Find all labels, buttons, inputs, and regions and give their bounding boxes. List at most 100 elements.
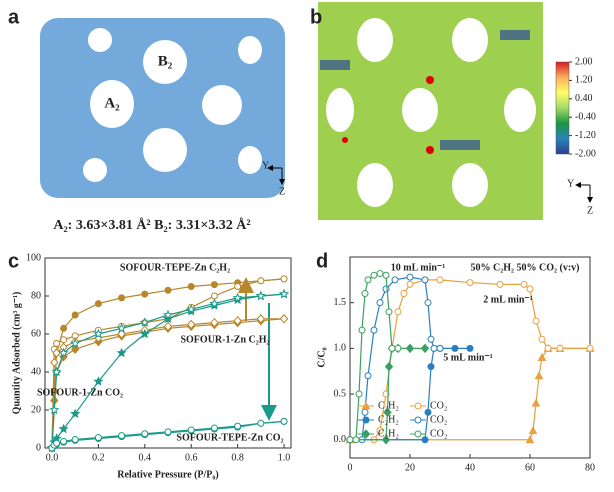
y-tick-label: 1.0 xyxy=(334,343,347,354)
data-point xyxy=(361,408,369,416)
data-point xyxy=(534,371,544,380)
data-point xyxy=(210,424,218,432)
legend-marker xyxy=(414,402,422,410)
data-point xyxy=(376,427,384,435)
data-point xyxy=(370,326,378,334)
data-point xyxy=(556,344,564,352)
colorbar-tick-label: -0.40 xyxy=(575,111,596,122)
data-point xyxy=(232,292,243,303)
legend-label: C₂H₂ xyxy=(378,428,399,439)
data-point xyxy=(139,328,150,339)
data-point xyxy=(164,428,172,436)
legend-label: CO₂ xyxy=(430,414,447,425)
legend-marker xyxy=(361,401,371,410)
data-point xyxy=(93,328,104,339)
x-tick-label: 80 xyxy=(585,462,595,473)
x-tick-label: 40 xyxy=(465,462,475,473)
data-point xyxy=(436,276,444,284)
annotation: 10 mL min⁻¹ xyxy=(391,262,445,273)
panel-letter: d xyxy=(316,250,328,272)
legend-label: CO₂ xyxy=(430,400,447,411)
data-point xyxy=(186,303,197,314)
x-tick-label: 0.2 xyxy=(92,452,105,463)
annotation: SOFOUR-1-Zn C₂H₂ xyxy=(180,334,269,345)
x-axis-label: Relative Pressure (P/P₀) xyxy=(117,469,218,480)
data-point xyxy=(364,372,372,380)
data-point xyxy=(394,308,402,316)
series-line xyxy=(350,272,398,441)
panel-letter: a xyxy=(8,6,20,28)
legend-marker xyxy=(414,430,422,438)
data-point xyxy=(406,273,414,281)
data-point xyxy=(424,408,432,416)
annotation: 2 mL min⁻¹ xyxy=(483,294,532,305)
data-point xyxy=(451,344,459,352)
annotation: 50% C₂H₂ 50% CO₂ (v:v) xyxy=(471,262,580,273)
data-point xyxy=(532,317,540,325)
x-tick-label: 0.4 xyxy=(139,452,152,463)
panel-a: a A₂ B₂ Y Z A₂: 3.63×3.81 Å² B₂: 3.31×3.… xyxy=(8,6,285,233)
y-tick-label: 0.0 xyxy=(334,434,347,445)
series-line xyxy=(51,293,285,449)
data-point xyxy=(162,309,174,320)
data-point xyxy=(118,432,126,440)
pore-label: A₂ xyxy=(104,95,120,111)
panel-letter: c xyxy=(8,250,19,272)
data-point xyxy=(586,344,594,352)
data-point xyxy=(278,288,290,299)
data-point xyxy=(60,437,68,445)
colorbar-tick-label: 2.00 xyxy=(575,56,593,67)
annotation: SOFOUR-1-Zn CO₂ xyxy=(37,387,123,398)
data-point xyxy=(370,271,378,279)
data-point xyxy=(280,417,288,425)
axis-label: Y xyxy=(262,160,269,171)
data-point xyxy=(364,276,372,284)
y-tick-label: 20 xyxy=(31,404,41,415)
caption: A₂: 3.63×3.81 Å² B₂: 3.31×3.32 Å² xyxy=(53,217,250,233)
data-point xyxy=(162,313,174,324)
plot-frame xyxy=(44,257,292,449)
data-point xyxy=(376,269,384,277)
data-point xyxy=(118,294,126,302)
data-point xyxy=(544,344,552,352)
data-point xyxy=(384,361,394,372)
data-point xyxy=(117,329,126,339)
data-point xyxy=(70,408,81,419)
data-point xyxy=(53,439,61,447)
legend-marker xyxy=(414,416,422,424)
data-point xyxy=(49,404,60,415)
data-point xyxy=(94,300,102,308)
data-point xyxy=(525,435,535,444)
data-point xyxy=(358,326,366,334)
x-tick-label: 1.0 xyxy=(278,452,291,463)
data-point xyxy=(496,280,504,288)
data-point xyxy=(420,343,430,354)
legend-label: C₂H₂ xyxy=(378,400,399,411)
data-point xyxy=(430,344,438,352)
data-point xyxy=(210,281,218,289)
data-point xyxy=(257,419,265,427)
colorbar-tick-label: 0.40 xyxy=(575,93,593,104)
data-point xyxy=(53,340,61,347)
series-line xyxy=(51,278,285,449)
data-point xyxy=(209,298,220,308)
y-tick-label: 0.5 xyxy=(334,388,347,399)
data-point xyxy=(427,335,435,343)
data-point xyxy=(382,285,390,293)
y-axis-label: C/C₀ xyxy=(316,347,327,367)
data-point xyxy=(526,285,534,293)
data-point xyxy=(520,280,528,288)
panel-letter: b xyxy=(310,6,322,28)
data-point xyxy=(234,283,242,290)
data-point xyxy=(466,279,474,287)
data-point xyxy=(60,336,68,344)
data-point xyxy=(385,308,393,316)
data-point xyxy=(382,271,390,279)
y-tick-label: 60 xyxy=(31,328,41,339)
data-point xyxy=(538,335,546,343)
data-point xyxy=(58,347,69,358)
pore-label: B₂ xyxy=(158,53,173,69)
data-point xyxy=(94,434,102,442)
data-point xyxy=(436,344,444,352)
data-point xyxy=(256,314,265,324)
